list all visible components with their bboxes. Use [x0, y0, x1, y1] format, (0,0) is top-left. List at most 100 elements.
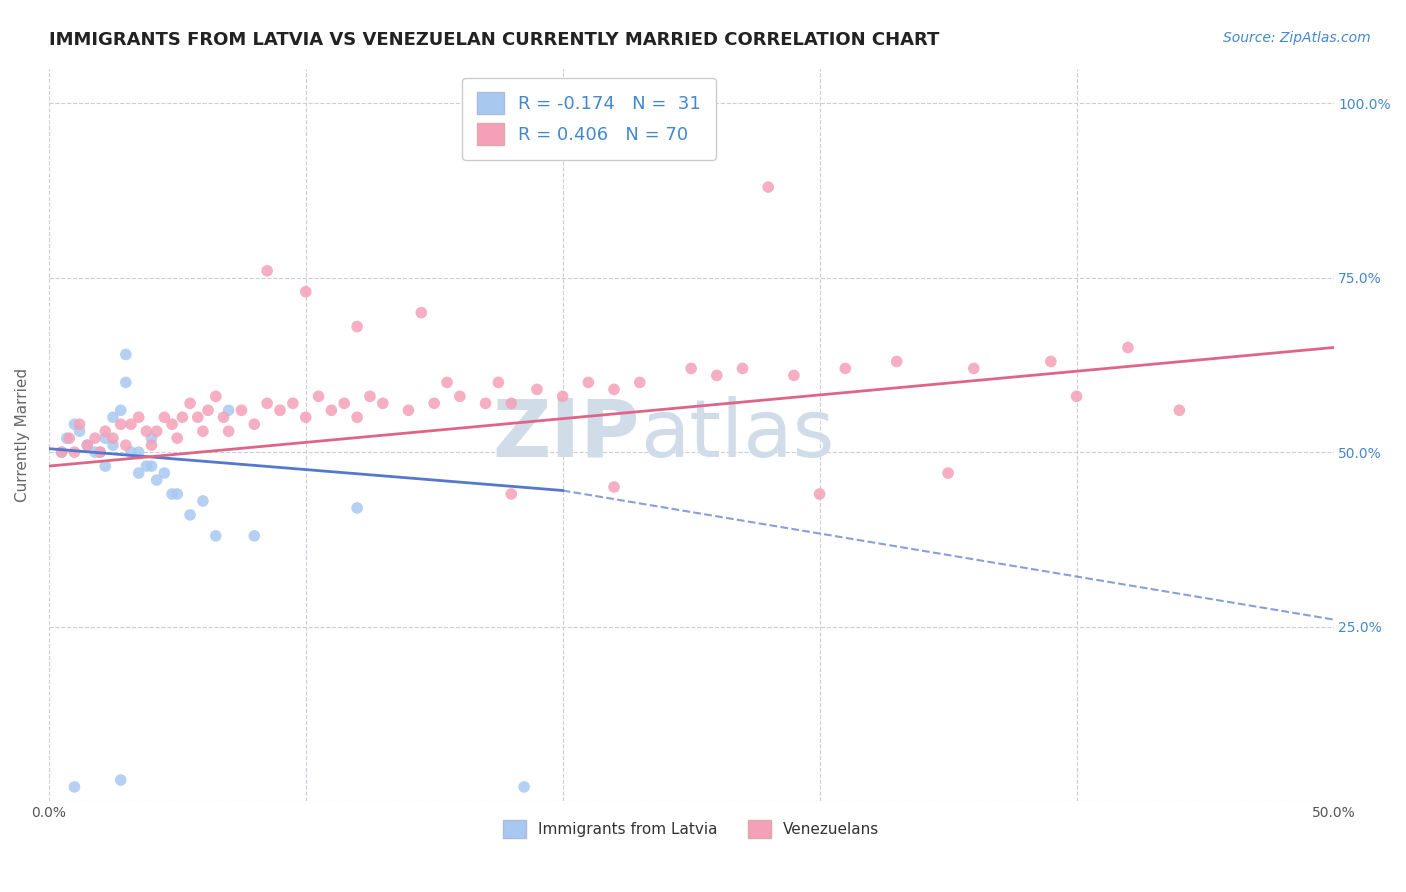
- Point: [63, 445, 86, 459]
- Point: [486, 376, 509, 390]
- Point: [551, 389, 574, 403]
- Point: [834, 361, 856, 376]
- Point: [1116, 341, 1139, 355]
- Point: [51, 445, 73, 459]
- Point: [84, 431, 107, 445]
- Point: [1039, 354, 1062, 368]
- Point: [55, 431, 77, 445]
- Point: [197, 403, 219, 417]
- Point: [191, 494, 214, 508]
- Point: [346, 410, 368, 425]
- Point: [212, 410, 235, 425]
- Point: [69, 417, 91, 432]
- Point: [808, 487, 831, 501]
- Legend: Immigrants from Latvia, Venezuelans: Immigrants from Latvia, Venezuelans: [496, 814, 886, 845]
- Point: [294, 285, 316, 299]
- Point: [449, 389, 471, 403]
- Point: [1168, 403, 1191, 417]
- Point: [58, 431, 80, 445]
- Point: [204, 529, 226, 543]
- Point: [179, 396, 201, 410]
- Point: [84, 445, 107, 459]
- Text: atlas: atlas: [640, 396, 834, 474]
- Point: [94, 424, 117, 438]
- Point: [269, 403, 291, 417]
- Point: [731, 361, 754, 376]
- Point: [110, 772, 132, 787]
- Point: [94, 431, 117, 445]
- Point: [94, 459, 117, 474]
- Point: [256, 396, 278, 410]
- Point: [603, 480, 626, 494]
- Point: [101, 410, 124, 425]
- Point: [218, 424, 240, 438]
- Point: [141, 431, 163, 445]
- Point: [243, 529, 266, 543]
- Point: [423, 396, 446, 410]
- Point: [114, 376, 136, 390]
- Point: [76, 438, 98, 452]
- Point: [501, 396, 523, 410]
- Point: [160, 417, 183, 432]
- Point: [135, 424, 157, 438]
- Point: [756, 180, 779, 194]
- Text: Source: ZipAtlas.com: Source: ZipAtlas.com: [1223, 31, 1371, 45]
- Point: [294, 410, 316, 425]
- Point: [783, 368, 806, 383]
- Point: [76, 438, 98, 452]
- Point: [706, 368, 728, 383]
- Point: [333, 396, 356, 410]
- Point: [308, 389, 330, 403]
- Point: [51, 445, 73, 459]
- Point: [89, 445, 111, 459]
- Point: [120, 445, 142, 459]
- Point: [243, 417, 266, 432]
- Point: [128, 445, 150, 459]
- Point: [1066, 389, 1088, 403]
- Point: [346, 500, 368, 515]
- Point: [681, 361, 703, 376]
- Point: [191, 424, 214, 438]
- Point: [576, 376, 599, 390]
- Text: IMMIGRANTS FROM LATVIA VS VENEZUELAN CURRENTLY MARRIED CORRELATION CHART: IMMIGRANTS FROM LATVIA VS VENEZUELAN CUR…: [49, 31, 939, 49]
- Point: [63, 780, 86, 794]
- Point: [166, 431, 188, 445]
- Point: [321, 403, 343, 417]
- Point: [231, 403, 253, 417]
- Point: [145, 473, 167, 487]
- Point: [936, 466, 959, 480]
- Point: [110, 403, 132, 417]
- Point: [187, 410, 209, 425]
- Point: [204, 389, 226, 403]
- Point: [166, 487, 188, 501]
- Point: [218, 403, 240, 417]
- Point: [526, 383, 548, 397]
- Text: ZIP: ZIP: [492, 396, 640, 474]
- Point: [281, 396, 304, 410]
- Point: [141, 459, 163, 474]
- Point: [474, 396, 496, 410]
- Point: [411, 305, 433, 319]
- Point: [128, 466, 150, 480]
- Point: [513, 780, 536, 794]
- Point: [501, 487, 523, 501]
- Point: [120, 417, 142, 432]
- Point: [89, 445, 111, 459]
- Point: [153, 466, 176, 480]
- Point: [179, 508, 201, 522]
- Point: [63, 417, 86, 432]
- Y-axis label: Currently Married: Currently Married: [15, 368, 30, 502]
- Point: [160, 487, 183, 501]
- Point: [114, 347, 136, 361]
- Point: [359, 389, 381, 403]
- Point: [128, 410, 150, 425]
- Point: [153, 410, 176, 425]
- Point: [346, 319, 368, 334]
- Point: [101, 438, 124, 452]
- Point: [145, 424, 167, 438]
- Point: [256, 264, 278, 278]
- Point: [135, 459, 157, 474]
- Point: [114, 438, 136, 452]
- Point: [141, 438, 163, 452]
- Point: [371, 396, 394, 410]
